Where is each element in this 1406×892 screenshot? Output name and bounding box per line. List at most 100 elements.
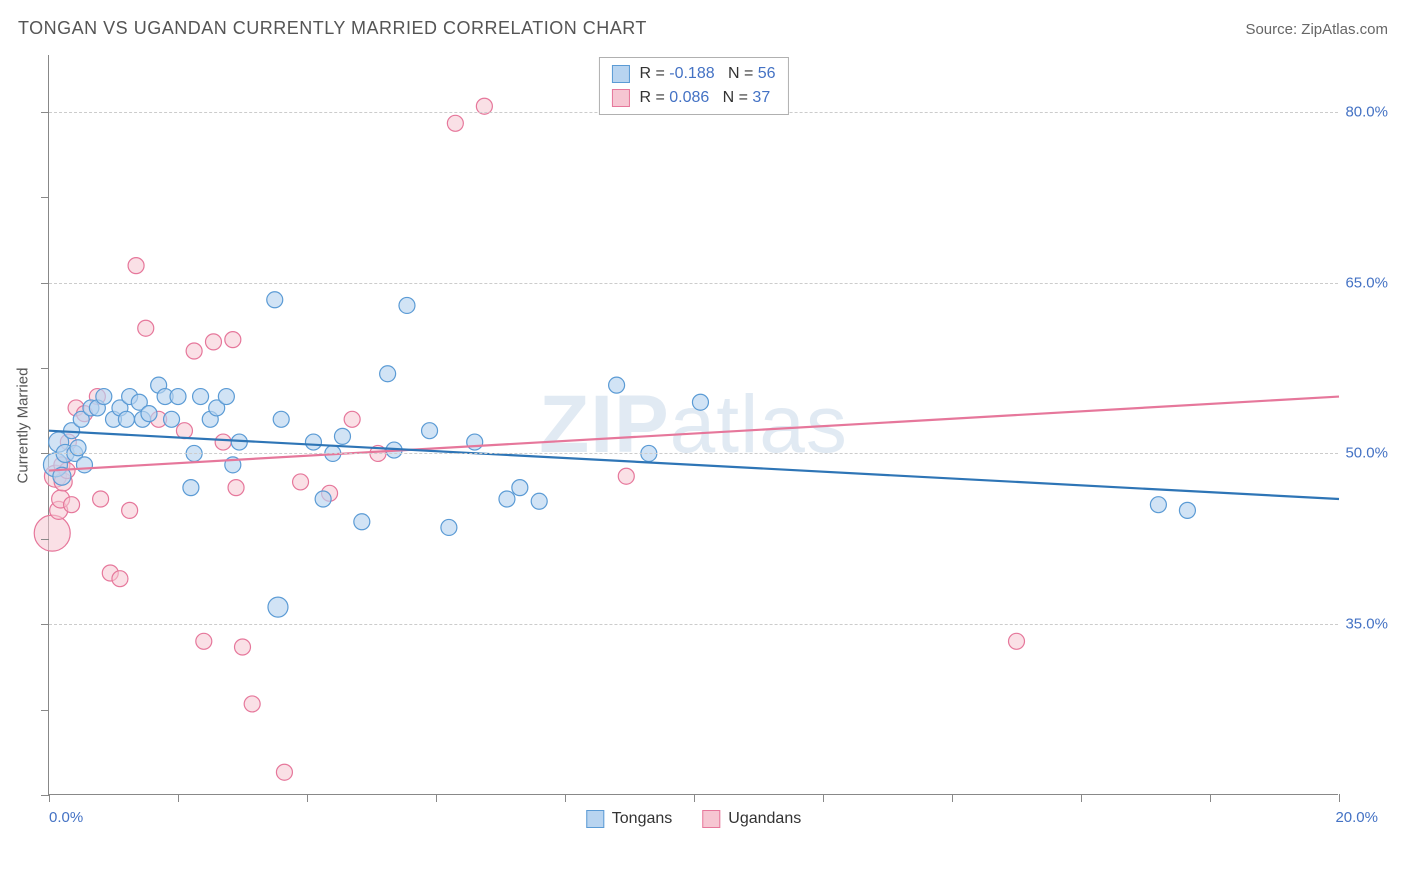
x-axis-label-max: 20.0% xyxy=(1335,809,1378,826)
data-point xyxy=(334,428,350,444)
chart-title: TONGAN VS UGANDAN CURRENTLY MARRIED CORR… xyxy=(18,18,647,39)
data-point xyxy=(531,493,547,509)
data-point xyxy=(268,597,288,617)
header: TONGAN VS UGANDAN CURRENTLY MARRIED CORR… xyxy=(18,18,1388,39)
plot-container: Currently Married ZIPatlas R = -0.188 N … xyxy=(48,55,1384,835)
legend-stat-row: R = 0.086 N = 37 xyxy=(611,86,775,110)
y-tick xyxy=(41,795,49,796)
data-point xyxy=(422,423,438,439)
y-tick-label: 65.0% xyxy=(1345,274,1388,291)
data-point xyxy=(1009,633,1025,649)
data-point xyxy=(138,320,154,336)
y-gridline xyxy=(49,453,1338,454)
legend-stat-text: R = -0.188 N = 56 xyxy=(639,62,775,86)
data-point xyxy=(609,377,625,393)
legend-item: Tongans xyxy=(586,810,673,828)
data-point xyxy=(218,389,234,405)
data-point xyxy=(186,343,202,359)
data-point xyxy=(499,491,515,507)
x-tick xyxy=(1210,794,1211,802)
legend-stat-row: R = -0.188 N = 56 xyxy=(611,62,775,86)
x-tick xyxy=(1339,794,1340,802)
x-tick xyxy=(307,794,308,802)
x-tick xyxy=(952,794,953,802)
scatter-svg xyxy=(49,55,1338,794)
y-tick-label: 50.0% xyxy=(1345,445,1388,462)
data-point xyxy=(228,480,244,496)
x-tick xyxy=(694,794,695,802)
y-tick xyxy=(41,624,49,625)
data-point xyxy=(196,633,212,649)
x-tick xyxy=(565,794,566,802)
legend-swatch xyxy=(611,65,629,83)
y-tick xyxy=(41,539,49,540)
data-point xyxy=(235,639,251,655)
y-tick-label: 80.0% xyxy=(1345,103,1388,120)
data-point xyxy=(183,480,199,496)
data-point xyxy=(1150,497,1166,513)
legend-label: Tongans xyxy=(612,810,673,828)
legend-label: Ugandans xyxy=(728,810,801,828)
data-point xyxy=(176,423,192,439)
data-point xyxy=(512,480,528,496)
data-point xyxy=(128,258,144,274)
x-axis-label-min: 0.0% xyxy=(49,809,83,826)
data-point xyxy=(399,297,415,313)
legend-swatch xyxy=(611,89,629,107)
data-point xyxy=(122,502,138,518)
y-axis-label-wrap: Currently Married xyxy=(8,55,38,795)
y-tick xyxy=(41,197,49,198)
x-tick xyxy=(1081,794,1082,802)
data-point xyxy=(1179,502,1195,518)
legend-item: Ugandans xyxy=(702,810,801,828)
data-point xyxy=(225,332,241,348)
y-tick-label: 35.0% xyxy=(1345,616,1388,633)
data-point xyxy=(447,115,463,131)
data-point xyxy=(64,497,80,513)
data-point xyxy=(344,411,360,427)
y-gridline xyxy=(49,624,1338,625)
y-tick xyxy=(41,453,49,454)
y-tick xyxy=(41,283,49,284)
x-tick xyxy=(436,794,437,802)
x-tick xyxy=(178,794,179,802)
data-point xyxy=(380,366,396,382)
data-point xyxy=(215,434,231,450)
data-point xyxy=(164,411,180,427)
data-point xyxy=(141,406,157,422)
data-point xyxy=(305,434,321,450)
data-point xyxy=(34,515,70,551)
data-point xyxy=(193,389,209,405)
plot-area: ZIPatlas R = -0.188 N = 56R = 0.086 N = … xyxy=(48,55,1338,795)
y-tick xyxy=(41,112,49,113)
y-gridline xyxy=(49,283,1338,284)
data-point xyxy=(244,696,260,712)
source-label: Source: ZipAtlas.com xyxy=(1245,21,1388,38)
data-point xyxy=(267,292,283,308)
series-legend: Tongans Ugandans xyxy=(586,810,801,828)
stats-legend-box: R = -0.188 N = 56R = 0.086 N = 37 xyxy=(598,57,788,115)
legend-swatch xyxy=(702,810,720,828)
data-point xyxy=(467,434,483,450)
data-point xyxy=(618,468,634,484)
data-point xyxy=(93,491,109,507)
y-axis-label: Currently Married xyxy=(15,367,32,483)
data-point xyxy=(354,514,370,530)
data-point xyxy=(76,457,92,473)
data-point xyxy=(441,519,457,535)
data-point xyxy=(293,474,309,490)
data-point xyxy=(273,411,289,427)
legend-stat-text: R = 0.086 N = 37 xyxy=(639,86,770,110)
data-point xyxy=(96,389,112,405)
data-point xyxy=(205,334,221,350)
legend-swatch xyxy=(586,810,604,828)
data-point xyxy=(692,394,708,410)
data-point xyxy=(118,411,134,427)
x-tick xyxy=(823,794,824,802)
data-point xyxy=(170,389,186,405)
y-tick xyxy=(41,368,49,369)
data-point xyxy=(315,491,331,507)
x-tick xyxy=(49,794,50,802)
data-point xyxy=(276,764,292,780)
y-tick xyxy=(41,710,49,711)
